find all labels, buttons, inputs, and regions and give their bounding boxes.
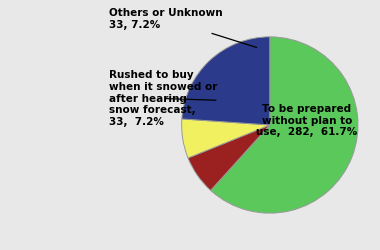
Wedge shape: [211, 37, 358, 213]
Text: Rushed to buy
when it snowed or
after hearing
snow forecast,
33,  7.2%: Rushed to buy when it snowed or after he…: [109, 70, 218, 127]
Text: To be prepared
without plan to
use,  282,  61.7%: To be prepared without plan to use, 282,…: [256, 104, 358, 137]
Text: Others or Unknown
33, 7.2%: Others or Unknown 33, 7.2%: [109, 8, 256, 48]
Wedge shape: [188, 125, 270, 190]
Wedge shape: [182, 37, 270, 125]
Wedge shape: [182, 119, 270, 158]
